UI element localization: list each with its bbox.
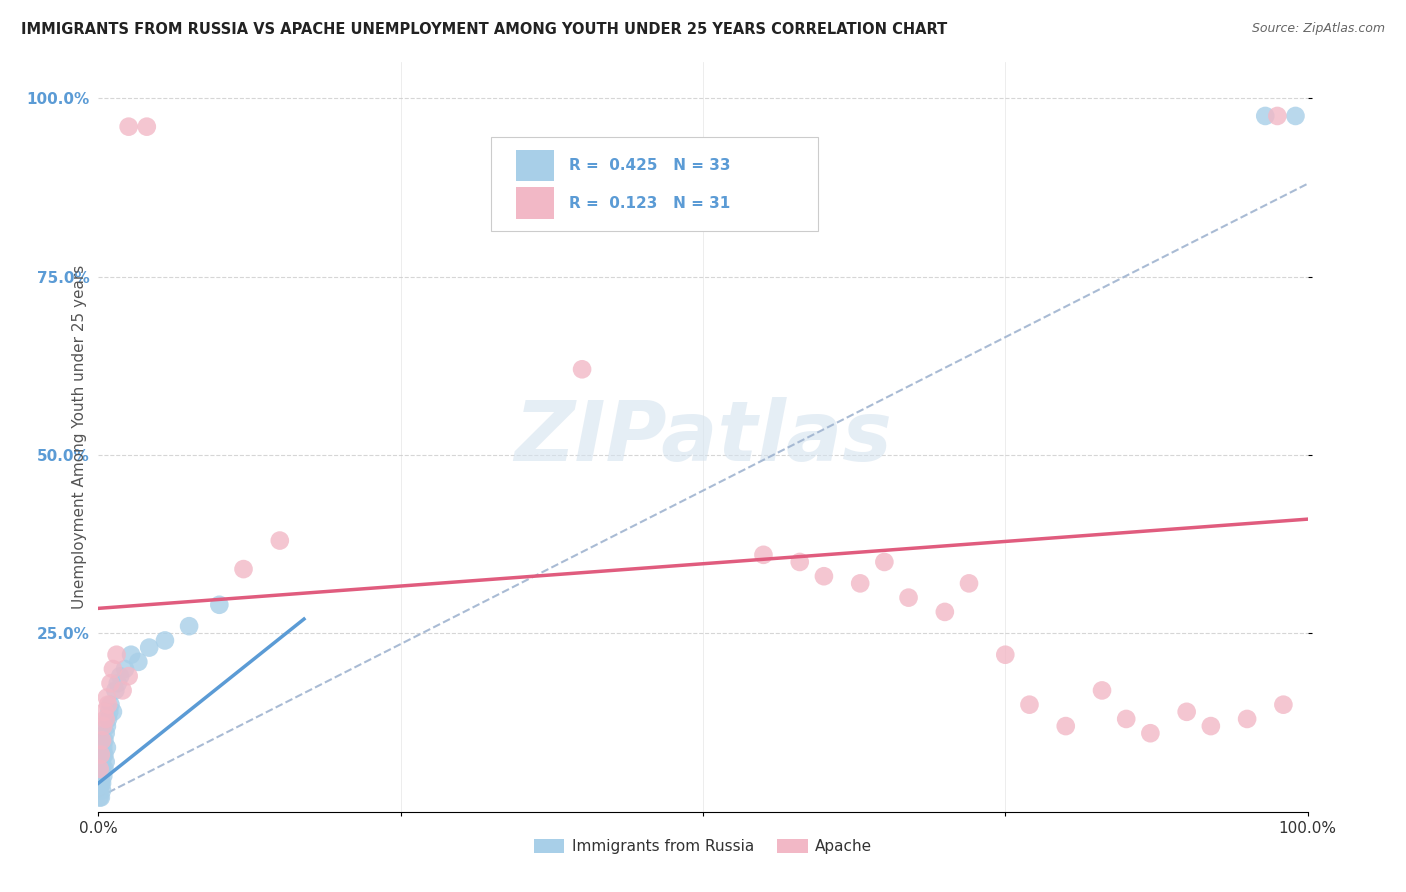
Point [91,762,114,776]
Point [111,683,134,698]
Point [1115,712,1137,726]
Point [232,562,254,576]
Point [127,655,149,669]
Point [1091,683,1114,698]
Point [179,619,201,633]
Point [91,783,114,797]
Point [138,640,160,655]
Legend: Immigrants from Russia, Apache: Immigrants from Russia, Apache [527,833,879,860]
Point [91,755,114,769]
Point [90,769,112,783]
Bar [516,150,554,181]
Point [93,762,115,776]
Point [108,669,131,683]
Point [269,533,291,548]
Point [1267,109,1289,123]
Point [105,648,128,662]
Point [89,783,111,797]
Text: ZIPatlas: ZIPatlas [515,397,891,477]
Point [101,705,124,719]
Point [1254,109,1277,123]
Point [571,362,593,376]
Point [91,747,114,762]
Point [120,648,142,662]
Point [813,569,835,583]
Point [118,669,141,683]
Text: R =  0.123   N = 31: R = 0.123 N = 31 [569,195,730,211]
Point [135,120,157,134]
Point [89,762,111,776]
Point [90,776,112,790]
Point [91,719,114,733]
Point [91,776,114,790]
Point [752,548,775,562]
Point [90,790,112,805]
Point [1284,109,1306,123]
Bar [516,187,554,219]
Point [94,712,117,726]
Point [100,698,122,712]
Point [1175,705,1198,719]
Point [789,555,811,569]
Text: IMMIGRANTS FROM RUSSIA VS APACHE UNEMPLOYMENT AMONG YOUTH UNDER 25 YEARS CORRELA: IMMIGRANTS FROM RUSSIA VS APACHE UNEMPLO… [21,22,948,37]
Point [94,755,117,769]
Point [1236,712,1258,726]
Point [93,733,115,747]
Point [934,605,956,619]
Point [91,740,114,755]
Point [96,740,118,755]
Point [118,120,141,134]
Point [107,676,129,690]
Point [89,790,111,805]
Y-axis label: Unemployment Among Youth under 25 years: Unemployment Among Youth under 25 years [72,265,87,609]
FancyBboxPatch shape [492,137,818,231]
Point [957,576,980,591]
Point [97,712,120,726]
Point [1139,726,1161,740]
Point [897,591,920,605]
Point [1018,698,1040,712]
Point [114,662,136,676]
Point [208,598,231,612]
Point [1199,719,1222,733]
Point [104,683,127,698]
Point [873,555,896,569]
Point [93,705,115,719]
Point [98,705,121,719]
Point [94,726,117,740]
Point [1272,698,1295,712]
Point [96,719,118,733]
Point [153,633,176,648]
Point [93,747,115,762]
Point [101,662,124,676]
Text: Source: ZipAtlas.com: Source: ZipAtlas.com [1251,22,1385,36]
Point [91,769,114,783]
Point [97,698,120,712]
Text: R =  0.425   N = 33: R = 0.425 N = 33 [569,158,730,173]
Point [100,676,122,690]
Point [849,576,872,591]
Point [1054,719,1077,733]
Point [96,690,118,705]
Point [90,747,112,762]
Point [994,648,1017,662]
Point [91,733,114,747]
